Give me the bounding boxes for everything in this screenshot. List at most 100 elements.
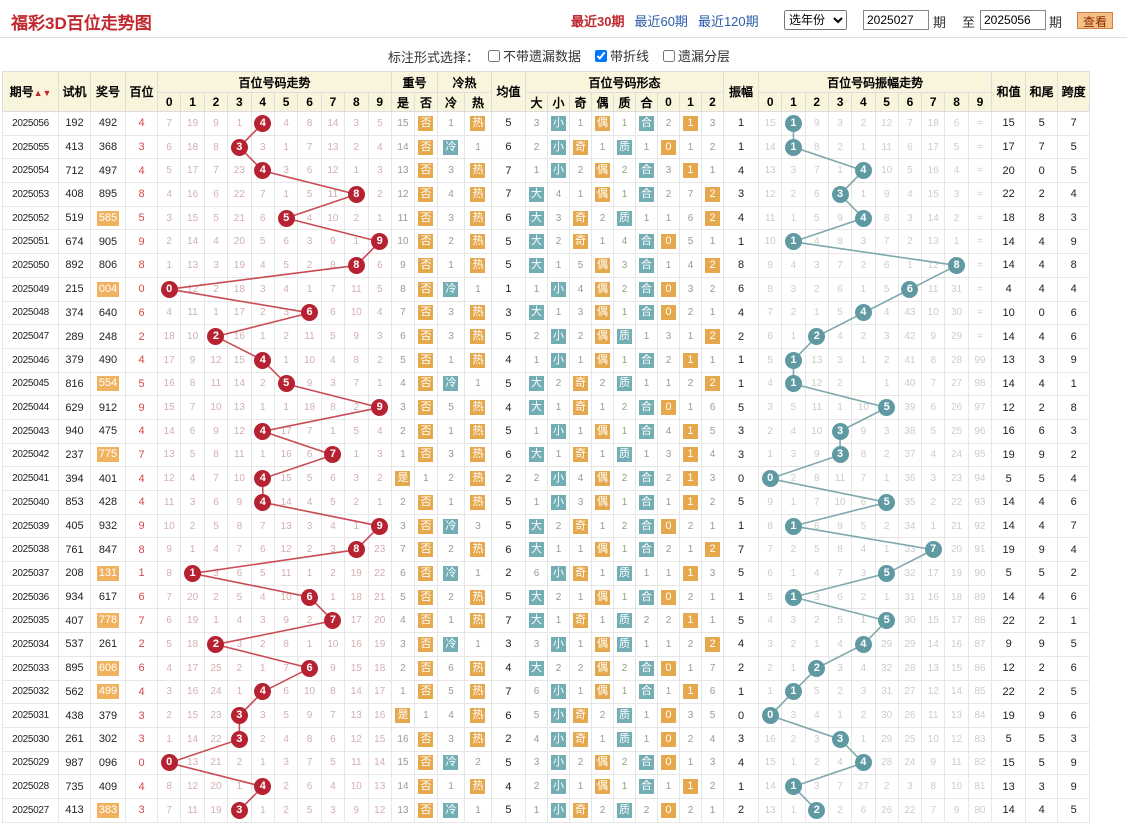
trend-cell: 17 xyxy=(367,679,392,705)
hundreds-cell: 9 xyxy=(125,395,158,420)
option-no-miss-checkbox[interactable] xyxy=(488,49,500,62)
even-tag: 偶 xyxy=(594,494,610,510)
amp-trend-cell: 25 xyxy=(897,726,923,752)
hot-cell: 热 xyxy=(463,537,492,563)
option-miss-layer[interactable]: 遗漏分层 xyxy=(663,46,730,65)
amp-cell: 3 xyxy=(723,182,760,207)
even-cell: 1 xyxy=(590,395,614,420)
trend-cell: 11 xyxy=(227,442,252,468)
repeat-yes-cell: 6 xyxy=(390,561,415,586)
trend-cell: 3 xyxy=(297,513,322,539)
amp-trend-cell: 3 xyxy=(874,324,899,349)
odd-cell: 2 xyxy=(568,324,592,349)
odd-cell: 奇 xyxy=(568,442,592,468)
trend-cell: 1 xyxy=(367,371,392,397)
trend-cell: 12 xyxy=(367,797,392,823)
cold-tag: 冷 xyxy=(443,139,459,155)
hot-cell: 1 xyxy=(463,632,492,657)
mod3-cell-0: 1 xyxy=(656,632,680,657)
hundreds-cell: 3 xyxy=(125,726,158,752)
amp-trend-cell: 16 xyxy=(921,158,946,184)
amp-trend-cell: = xyxy=(967,111,993,136)
test-cell: 289 xyxy=(58,324,91,349)
cold-cell: 1 xyxy=(436,774,465,799)
mod3-cell-2: 4 xyxy=(700,726,725,752)
prize-cell: 302 xyxy=(90,726,126,752)
mod3-cell-0: 0 xyxy=(656,229,680,255)
even-tag: 偶 xyxy=(594,186,610,202)
form-sub-header: 奇 xyxy=(568,92,592,112)
trend-cell: 3 xyxy=(344,111,369,136)
period-120-link[interactable]: 最近120期 xyxy=(697,14,759,29)
trend-cell: 5 xyxy=(320,324,346,349)
period-links: 最近30期 最近60期 最近120期 xyxy=(571,11,769,30)
tail-cell: 9 xyxy=(1025,442,1059,468)
cold-cell: 3 xyxy=(436,726,465,752)
sum-cell: 19 xyxy=(991,442,1027,468)
mod3-cell-1: 1 xyxy=(678,442,702,468)
amp-trend-cell: 2 xyxy=(804,276,829,302)
amp-trend-cell: 16 xyxy=(921,584,946,610)
view-button[interactable]: 查看 xyxy=(1077,12,1113,29)
repeat-no-cell: 否 xyxy=(413,418,438,444)
trend-cell: 4 xyxy=(227,608,252,634)
option-no-miss[interactable]: 不带遗漏数据 xyxy=(488,46,581,65)
trend-table: 期号▲▼ 试机 奖号 百位 百位号码走势 重号 冷热 均值 百位号码形态 振幅 … xyxy=(2,71,1091,823)
period-from-input[interactable] xyxy=(863,10,929,30)
period-30-link[interactable]: 最近30期 xyxy=(571,14,625,29)
cold-cell: 5 xyxy=(436,395,465,420)
trend-cell: 18 xyxy=(227,276,252,302)
span-cell: 5 xyxy=(1057,158,1091,184)
even-tag: 偶 xyxy=(594,305,610,321)
small-tag: 小 xyxy=(550,329,566,345)
repeat-yes-cell: 15 xyxy=(390,111,415,136)
mod3-tag: 1 xyxy=(682,352,698,368)
mod3-cell-2: 1 xyxy=(700,300,725,326)
issue-header[interactable]: 期号▲▼ xyxy=(2,71,59,112)
issue-cell: 2025031 xyxy=(2,703,59,728)
big-tag: 大 xyxy=(528,589,544,605)
year-select[interactable]: 选年份 xyxy=(784,10,847,30)
period-to-input[interactable] xyxy=(980,10,1046,30)
trend-cell: 21 xyxy=(367,584,392,610)
mod3-cell-2: 2 xyxy=(700,537,725,563)
option-polyline-checkbox[interactable] xyxy=(595,49,607,62)
trend-cell: 9 xyxy=(203,418,229,444)
avg-cell: 7 xyxy=(490,158,526,184)
amp-trend-cell: 2 xyxy=(874,347,899,373)
trend-cell xyxy=(250,774,275,799)
odd-tag: 奇 xyxy=(572,613,588,629)
amp-trend-cell: 28 xyxy=(874,750,899,776)
trend-cell: 6 xyxy=(227,561,252,586)
repeat-no-cell: 1 xyxy=(413,466,438,491)
small-cell: 4 xyxy=(546,182,570,207)
amp-trend-cell: = xyxy=(967,182,993,207)
big-tag: 大 xyxy=(528,542,544,558)
issue-cell: 2025056 xyxy=(2,111,59,136)
prize-cell: 617 xyxy=(90,584,126,610)
even-cell: 偶 xyxy=(590,182,614,207)
span-cell: 5 xyxy=(1057,797,1091,823)
amp-trend-cell: 19 xyxy=(944,561,969,586)
amp-cell: 4 xyxy=(723,300,760,326)
amp-trend-cell: 30 xyxy=(874,703,899,728)
cold-tag: 冷 xyxy=(443,802,459,818)
amp-trend-cell: 99 xyxy=(967,347,993,373)
cold-cell: 冷 xyxy=(436,276,465,302)
amp-trend-cell xyxy=(781,111,806,136)
amp-trend-cell: 3 xyxy=(781,608,806,634)
option-polyline[interactable]: 带折线 xyxy=(595,46,649,65)
trend-digit-header: 6 xyxy=(297,92,322,112)
period-60-link[interactable]: 最近60期 xyxy=(634,14,688,29)
mod3-cell-0: 0 xyxy=(656,300,680,326)
cold-tag: 冷 xyxy=(443,565,459,581)
cold-cell: 4 xyxy=(436,703,465,728)
prize-cell: 492 xyxy=(90,111,126,136)
hot-tag: 热 xyxy=(470,708,486,724)
trend-cell xyxy=(156,750,182,776)
sum-cell: 22 xyxy=(991,679,1027,705)
odd-cell: 2 xyxy=(568,655,592,681)
option-miss-layer-checkbox[interactable] xyxy=(663,49,675,62)
composite-cell: 1 xyxy=(634,371,658,397)
big-tag: 大 xyxy=(528,210,544,226)
